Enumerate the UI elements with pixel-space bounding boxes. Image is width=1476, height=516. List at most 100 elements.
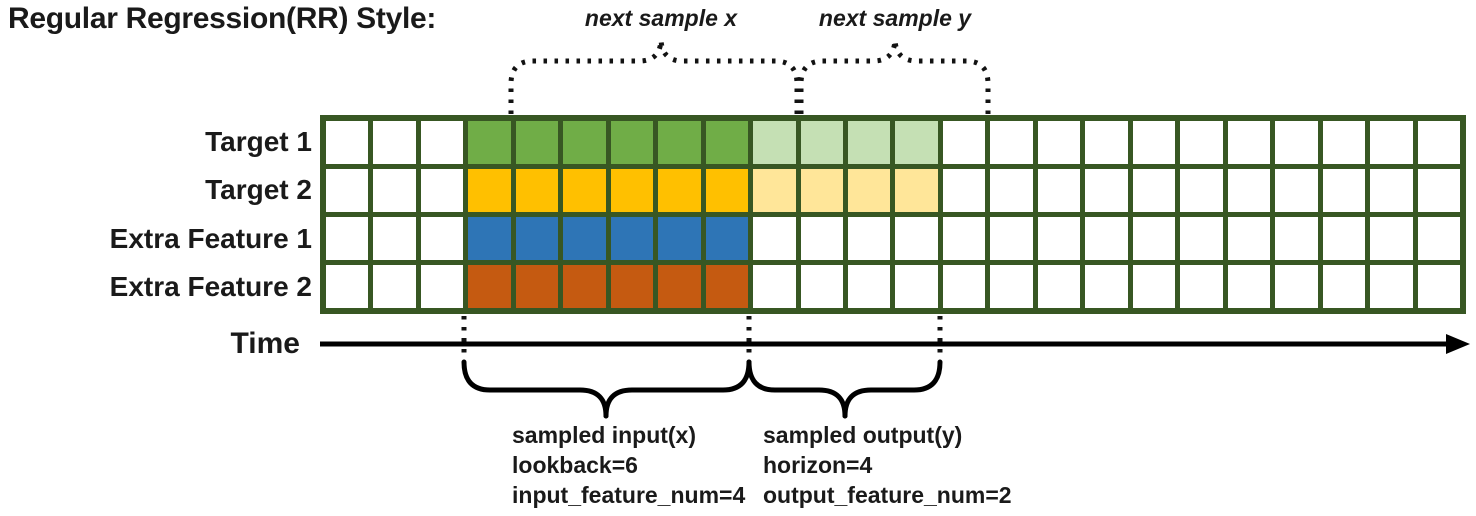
grid-cell [373,169,416,212]
grid-cell [1417,169,1460,212]
grid-cell [990,121,1033,164]
grid-cell [1227,217,1271,260]
grid-cell [942,217,986,260]
grid-cell [658,217,701,260]
grid-cell [563,169,606,212]
grid-cell [1227,169,1271,212]
grid-cell [1370,121,1413,164]
grid-cell [942,265,986,308]
horizon-value: horizon=4 [763,452,873,478]
grid-cell [1180,265,1223,308]
grid-cell [1132,169,1176,212]
grid-cell [610,121,654,164]
grid-cell [1132,265,1176,308]
grid-cell [326,217,369,260]
grid-cell [1180,169,1223,212]
grid-cell [990,265,1033,308]
time-axis-label: Time [230,327,300,360]
sampled-output-title: sampled output(y) [763,422,963,448]
grid-cell [1417,121,1460,164]
grid-cell [705,217,749,260]
grid-cell [1085,265,1128,308]
grid-cell [1322,265,1366,308]
grid-cell [942,169,986,212]
grid-cell [753,121,796,164]
grid-cell [800,121,844,164]
grid-cell [1085,121,1128,164]
grid-cell [1180,121,1223,164]
grid-cell [848,217,891,260]
grid-cell [1180,217,1223,260]
grid-cell [1322,169,1366,212]
grid-cell [848,121,891,164]
output-feature-num: output_feature_num=2 [763,482,1012,508]
grid-cell [563,265,606,308]
next-sample-x-brace [658,37,800,114]
sampled-input-title: sampled input(x) [512,422,697,448]
grid-cell [610,169,654,212]
grid-cell [563,217,606,260]
grid-cell [895,217,938,260]
grid-cell [1132,217,1176,260]
grid-cell [895,121,938,164]
grid-cell [942,121,986,164]
next-sample-y-brace [892,37,991,114]
input-feature-num: input_feature_num=4 [512,482,746,508]
grid-cell [468,169,511,212]
row-label-extra-feature-1: Extra Feature 1 [109,223,312,254]
grid-cell [1322,217,1366,260]
grid-cell [990,217,1033,260]
grid-cell [326,169,369,212]
row-label-target-2: Target 2 [205,174,312,205]
grid-cell [1275,121,1318,164]
grid-cell [326,121,369,164]
grid-cell [515,217,559,260]
diagram-title: Regular Regression(RR) Style: [8,2,437,35]
grid-cell [420,265,464,308]
grid-cell [658,121,701,164]
row-label-target-1: Target 1 [205,126,312,157]
grid-cell [705,265,749,308]
next-sample-y-label: next sample y [818,5,972,31]
grid-cell [1085,217,1128,260]
sampled-output-brace [746,359,848,419]
grid-cell [800,217,844,260]
grid-cell [753,217,796,260]
grid-cell [1322,121,1366,164]
grid-cell [705,121,749,164]
grid-cell [658,169,701,212]
sampled-input-annotation: sampled input(x) lookback=6 input_featur… [512,420,745,510]
grid-cell [1370,169,1413,212]
grid-cell [1370,217,1413,260]
time-axis-arrowhead [1446,334,1470,354]
sampled-input-brace [461,359,609,419]
grid-cell [895,169,938,212]
grid-cell [1417,217,1460,260]
grid-cell [373,121,416,164]
grid-cell [1275,169,1318,212]
grid-cell [1417,265,1460,308]
grid-cell [1037,121,1081,164]
grid-cell [848,265,891,308]
grid-cell [705,169,749,212]
next-sample-x-brace [508,37,664,114]
grid-cell [420,121,464,164]
grid-cell [420,217,464,260]
grid-cell [1085,169,1128,212]
grid-cell [1227,265,1271,308]
grid-cell [1037,217,1081,260]
row-label-extra-feature-2: Extra Feature 2 [109,271,312,302]
grid-cell [420,169,464,212]
grid-cell [1275,265,1318,308]
grid-cell [1037,265,1081,308]
grid-cell [753,169,796,212]
sampled-output-annotation: sampled output(y) horizon=4 output_featu… [763,420,1012,510]
timeline-grid [320,115,1466,314]
grid-cell [610,265,654,308]
grid-cell [990,169,1033,212]
grid-cell [563,121,606,164]
grid-cell [1037,169,1081,212]
grid-cell [468,217,511,260]
next-sample-x-label: next sample x [584,5,738,31]
